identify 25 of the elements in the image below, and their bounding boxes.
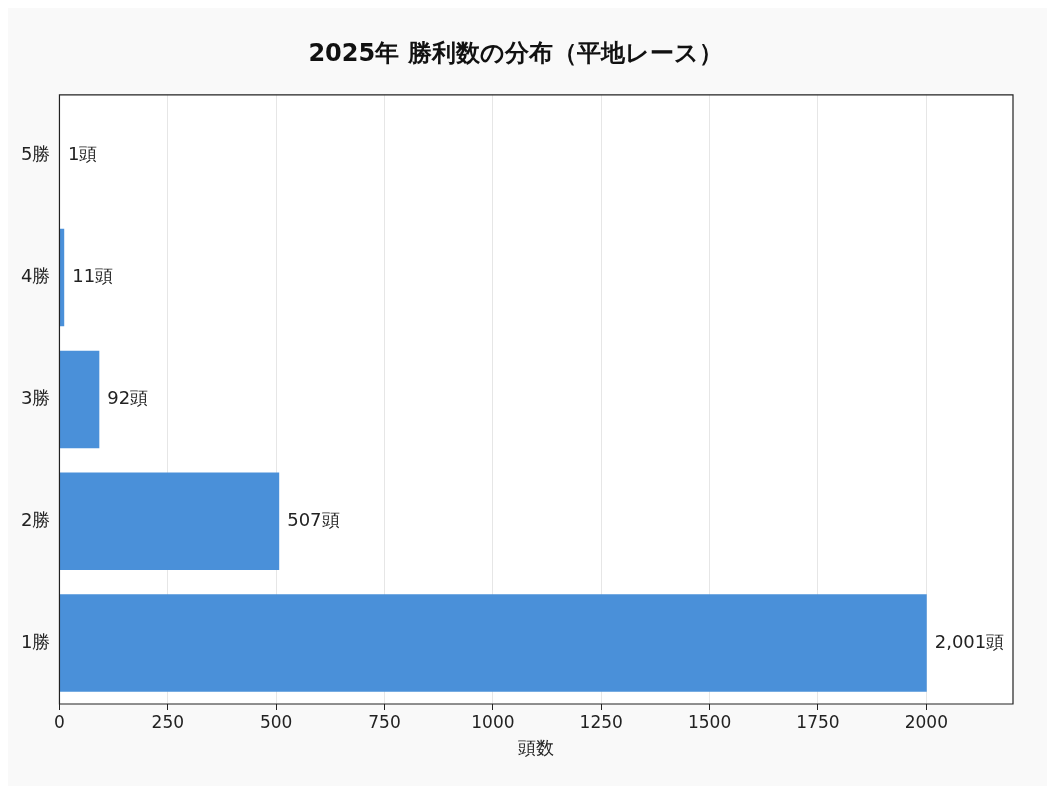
bar	[59, 350, 100, 449]
bar	[59, 228, 65, 327]
y-tick-label: 2勝	[21, 508, 51, 530]
y-tick-label: 3勝	[21, 387, 51, 409]
x-tick-label: 750	[368, 711, 401, 732]
y-tick-label: 1勝	[21, 630, 51, 652]
x-tick-label: 1750	[796, 711, 840, 732]
bar	[59, 472, 280, 570]
x-tick-label: 0	[54, 711, 65, 732]
data-label: 11頭	[72, 265, 114, 287]
data-label: 1頭	[67, 143, 98, 165]
x-tick-label: 500	[259, 711, 293, 732]
chart-title: 2025年 勝利数の分布（平地レース）	[308, 38, 723, 67]
x-tick-label: 2000	[904, 711, 948, 732]
data-label: 2,001頭	[934, 630, 1005, 652]
bar	[59, 594, 927, 692]
x-tick-label: 1500	[687, 711, 732, 732]
y-tick-label: 5勝	[21, 143, 51, 165]
x-tick-label: 1250	[579, 711, 623, 732]
x-tick-label: 250	[151, 711, 185, 732]
data-label: 92頭	[107, 387, 149, 409]
x-axis-title: 頭数	[518, 736, 555, 758]
data-label: 507頭	[287, 508, 340, 530]
y-tick-label: 4勝	[21, 265, 51, 287]
x-tick-label: 1000	[471, 711, 515, 732]
